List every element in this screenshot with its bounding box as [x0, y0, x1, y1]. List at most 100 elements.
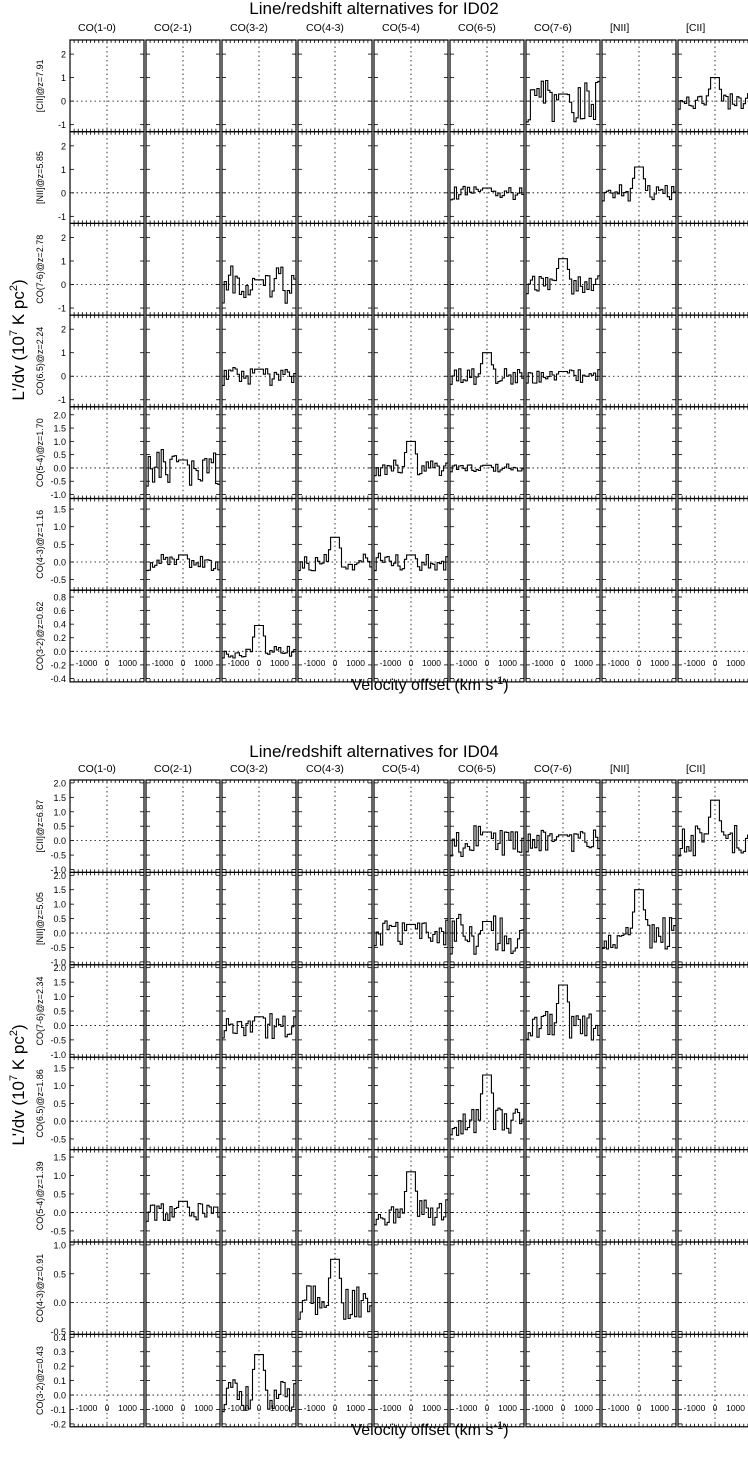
spectrum-co-5-4- — [374, 552, 448, 572]
y-tick-label: -1 — [58, 304, 66, 314]
panel — [297, 964, 373, 1058]
panel — [145, 589, 221, 683]
spectrum--nii- — [602, 166, 676, 202]
panel — [69, 964, 145, 1058]
panel — [449, 779, 525, 874]
panel-frame — [677, 314, 748, 408]
panel — [373, 314, 449, 408]
panel-frame — [297, 406, 373, 500]
row-label: CO(7-6)@z=2.78 — [35, 235, 45, 304]
x-tick-label: -1000 — [684, 658, 706, 668]
panel — [221, 406, 297, 500]
panel-frame — [145, 39, 221, 133]
column-label: [NII] — [610, 763, 629, 775]
x-tick-label: 1000 — [574, 658, 593, 668]
panel-frame — [297, 497, 373, 591]
y-tick-label: 1.0 — [53, 992, 66, 1002]
y-tick-label: 1.5 — [53, 793, 66, 803]
panel — [221, 497, 297, 591]
panel — [69, 497, 145, 591]
y-tick-label: 2 — [61, 325, 66, 335]
panel-frame — [677, 964, 748, 1058]
x-tick-label: 0 — [257, 658, 262, 668]
spectrum-co-3-2- — [222, 1013, 296, 1039]
y-tick-label: 0.0 — [53, 1117, 66, 1127]
chart-title: Line/redshift alternatives for ID04 — [249, 742, 498, 761]
panel — [449, 589, 525, 683]
panel-frame — [601, 131, 677, 224]
y-tick-label: -0.5 — [50, 1035, 66, 1045]
x-tick-label: -1000 — [456, 658, 478, 668]
y-tick-label: 1.5 — [53, 424, 66, 434]
spectrum-co-6-5- — [450, 185, 524, 201]
spectrum-co-5-4- — [374, 440, 448, 477]
column-label: CO(2-1) — [154, 22, 192, 34]
panel-frame — [69, 222, 145, 316]
y-tick-label: -0.4 — [50, 674, 66, 684]
panel — [221, 871, 297, 966]
chart-1: Line/redshift alternatives for ID02 CO(1-… — [8, 0, 748, 694]
y-axis-label: L'/dv (107 K pc2) — [8, 279, 28, 400]
y-tick-label: -1.0 — [50, 490, 66, 500]
y-tick-label: 0.0 — [53, 929, 66, 939]
y-tick-label: -0.5 — [50, 851, 66, 861]
spectrum-co-6-5- — [450, 825, 524, 857]
y-tick-label: 0.5 — [53, 914, 66, 924]
panel — [373, 589, 449, 683]
panel — [69, 871, 145, 966]
panel-frame — [525, 39, 601, 133]
panel-frame — [69, 131, 145, 224]
x-tick-label: -1000 — [76, 658, 98, 668]
x-tick-label: 0 — [713, 658, 718, 668]
spectrum-co-7-6- — [526, 258, 600, 295]
panel-frame — [221, 131, 297, 224]
panel — [69, 131, 145, 224]
spectrum--cii- — [678, 77, 748, 110]
column-label: CO(6-5) — [458, 22, 496, 34]
panel-frame — [677, 131, 748, 224]
panel — [677, 406, 748, 500]
y-tick-label: 0.0 — [53, 1021, 66, 1031]
y-tick-label: -1 — [58, 395, 66, 405]
y-tick-label: 0.0 — [53, 647, 66, 657]
panel — [297, 222, 373, 316]
column-label: CO(7-6) — [534, 763, 572, 775]
x-tick-label: -1000 — [380, 658, 402, 668]
panel — [297, 779, 373, 874]
y-tick-label: -1.0 — [50, 957, 66, 967]
panel — [449, 406, 525, 500]
column-label: [CII] — [686, 22, 705, 34]
y-tick-label: 1.5 — [53, 885, 66, 895]
panel — [525, 314, 601, 408]
x-tick-label: -1000 — [532, 658, 554, 668]
panel-frame — [221, 314, 297, 408]
panel — [145, 222, 221, 316]
panel-frame — [525, 406, 601, 500]
x-tick-label: 0 — [105, 658, 110, 668]
x-tick-label: 0 — [181, 658, 186, 668]
column-label: CO(1-0) — [78, 22, 116, 34]
chart-title: Line/redshift alternatives for ID02 — [249, 0, 498, 18]
column-label: CO(7-6) — [534, 22, 572, 34]
panel-frame — [145, 497, 221, 591]
spectrum-co-2-1- — [146, 449, 220, 487]
panel-frame — [601, 314, 677, 408]
panel — [449, 314, 525, 408]
row-label: [NII]@z=5.05 — [35, 892, 45, 945]
panel — [677, 39, 748, 133]
panel-frame — [221, 406, 297, 500]
x-tick-label: 0 — [637, 658, 642, 668]
panel — [449, 497, 525, 591]
panel — [145, 131, 221, 224]
panel — [69, 406, 145, 500]
panel — [449, 964, 525, 1058]
y-tick-label: 0.4 — [53, 620, 66, 630]
y-tick-label: 2.0 — [53, 871, 66, 881]
x-tick-label: -1000 — [152, 658, 174, 668]
panel — [601, 131, 677, 224]
panel-frame — [525, 314, 601, 408]
panel — [373, 497, 449, 591]
panel — [449, 39, 525, 133]
panel — [69, 1056, 145, 1151]
